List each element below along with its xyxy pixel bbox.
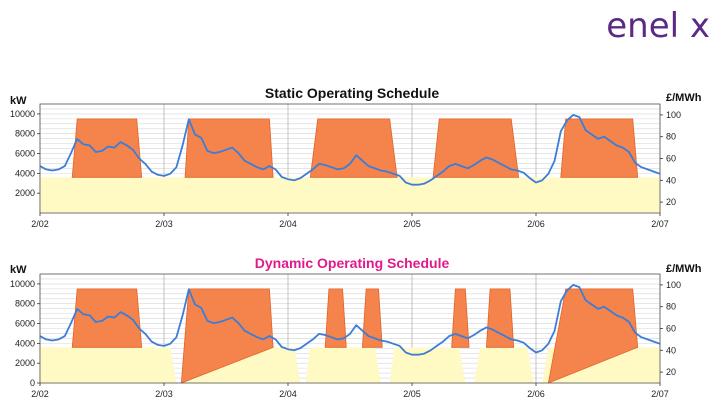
left-tick-label: 4000: [15, 168, 35, 178]
base-load-area: [40, 347, 177, 383]
operating-block: [361, 288, 383, 348]
left-axis-unit: kW: [10, 95, 27, 107]
base-load-area: [474, 347, 534, 383]
right-tick-label: 60: [666, 324, 676, 334]
left-axis-unit: kW: [10, 264, 27, 276]
operating-block: [324, 288, 347, 348]
right-tick-label: 80: [666, 302, 676, 312]
plot-area: 0 2000 4000 6000 8000 10000 20 40 60 80 100 2/02 2/0…: [10, 273, 681, 399]
left-tick-label: 8000: [15, 129, 35, 139]
left-tick-label: 8000: [15, 299, 35, 309]
plot-area: 2000 4000 6000 8000 10000 20 40 60 80 100 2/02 2/03…: [10, 103, 681, 229]
operating-block: [560, 118, 639, 178]
right-tick-label: 80: [666, 132, 676, 142]
x-tick-label: 2/03: [155, 389, 173, 399]
operating-block: [547, 288, 639, 384]
x-tick-label: 2/03: [155, 219, 173, 229]
left-tick-label: 6000: [15, 149, 35, 159]
x-tick-label: 2/06: [527, 219, 545, 229]
x-tick-label: 2/04: [279, 389, 297, 399]
right-tick-label: 100: [666, 280, 681, 290]
price-line: [39, 284, 661, 356]
right-axis-unit: £/MWh: [666, 263, 702, 275]
right-axis-unit: £/MWh: [666, 92, 702, 104]
x-tick-label: 2/07: [651, 389, 669, 399]
price-line: [39, 114, 661, 186]
enel-x-logo: enel x: [606, 6, 710, 46]
base-load-area: [305, 347, 381, 383]
right-tick-label: 20: [666, 197, 676, 207]
right-tick-label: 60: [666, 154, 676, 164]
right-tick-label: 100: [666, 110, 681, 120]
left-tick-label: 2000: [15, 188, 35, 198]
chart-title: Dynamic Operating Schedule: [255, 255, 450, 271]
right-tick-label: 40: [666, 345, 676, 355]
x-tick-label: 2/04: [279, 219, 297, 229]
x-tick-label: 2/02: [31, 389, 49, 399]
operating-block: [451, 288, 470, 348]
x-tick-label: 2/06: [527, 389, 545, 399]
left-tick-label: 6000: [15, 319, 35, 329]
chart-title: Static Operating Schedule: [265, 85, 439, 101]
x-tick-label: 2/05: [403, 389, 421, 399]
x-tick-label: 2/02: [31, 219, 49, 229]
x-tick-label: 2/05: [403, 219, 421, 229]
operating-block: [485, 288, 515, 348]
operating-block: [309, 118, 398, 178]
left-tick-label: 2000: [15, 358, 35, 368]
left-tick-label: 0: [30, 378, 35, 388]
left-tick-label: 10000: [10, 109, 35, 119]
base-load-area: [389, 347, 466, 383]
right-tick-label: 40: [666, 175, 676, 185]
x-tick-label: 2/07: [651, 219, 669, 229]
left-tick-label: 10000: [10, 279, 35, 289]
left-tick-label: 4000: [15, 338, 35, 348]
base-load-area: [40, 177, 660, 213]
right-tick-label: 20: [666, 367, 676, 377]
